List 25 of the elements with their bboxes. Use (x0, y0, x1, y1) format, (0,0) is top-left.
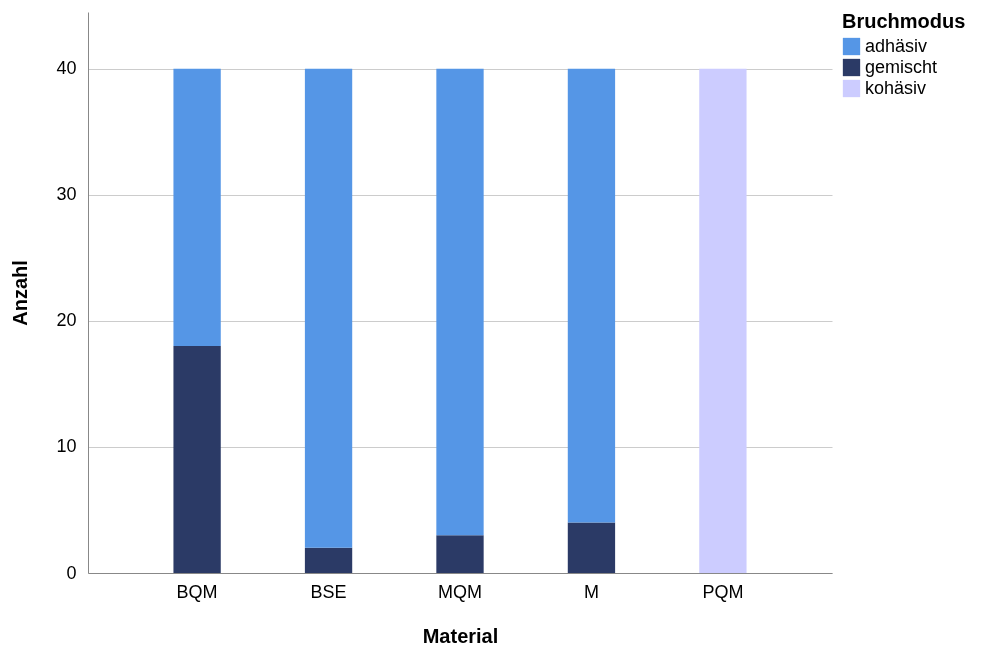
x-tick-label: MQM (438, 581, 482, 602)
y-tick-label: 10 (56, 436, 77, 457)
bar (173, 68, 221, 347)
y-tick-label: 40 (56, 58, 77, 79)
legend-label: adhäsiv (865, 35, 928, 56)
y-tick-label: 20 (56, 310, 77, 331)
bar (173, 346, 221, 573)
y-tick-label: 0 (66, 562, 77, 583)
bar (699, 68, 747, 573)
y-axis-title: Anzahl (9, 260, 32, 326)
bar (304, 68, 353, 548)
bar (436, 68, 484, 536)
x-tick-label: M (583, 581, 599, 602)
legend-label: gemischt (865, 56, 938, 77)
bar (567, 68, 616, 523)
x-tick-label: BQM (176, 581, 218, 602)
y-tick-label: 30 (56, 184, 77, 205)
legend-label: kohäsiv (865, 77, 927, 98)
legend-title: Bruchmodus (842, 10, 966, 32)
bar (567, 522, 616, 573)
bar (304, 547, 353, 573)
x-tick-label: BSE (310, 581, 347, 602)
x-tick-label: PQM (702, 581, 744, 602)
x-axis-title: Material (422, 624, 499, 647)
bar (436, 535, 484, 573)
